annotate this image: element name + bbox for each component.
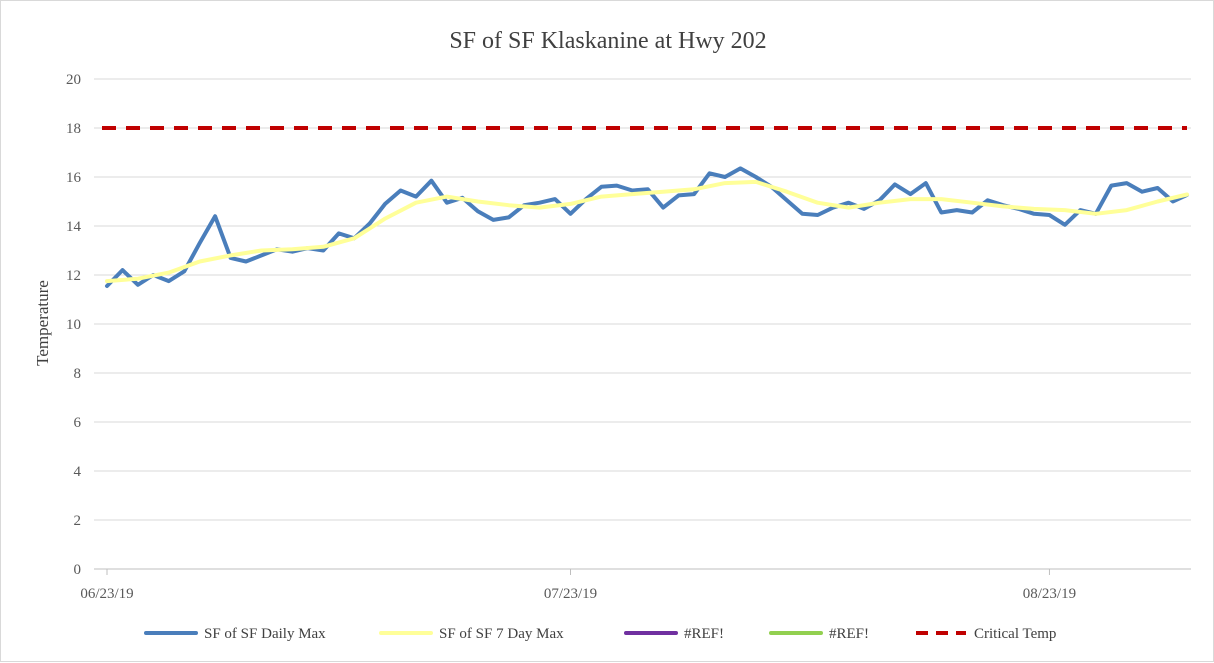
chart-title: SF of SF Klaskanine at Hwy 202 [449, 28, 766, 54]
y-tick-label: 12 [66, 268, 81, 284]
legend-label-4: Critical Temp [974, 626, 1056, 642]
legend-label-0: SF of SF Daily Max [204, 626, 326, 642]
legend: SF of SF Daily Max SF of SF 7 Day Max #REF… [144, 626, 1056, 642]
x-tick-labels: 06/23/19 07/23/19 08/23/19 [80, 569, 1076, 602]
y-tick-label: 20 [66, 72, 81, 88]
x-tick-label: 08/23/19 [1023, 586, 1076, 602]
y-tick-label: 16 [66, 170, 82, 186]
y-tick-label: 18 [66, 121, 81, 137]
series-line-1 [105, 179, 1189, 284]
x-tick-label: 07/23/19 [544, 586, 597, 602]
y-tick-label: 10 [66, 317, 81, 333]
y-tick-label: 0 [74, 562, 82, 578]
x-tick-label: 06/23/19 [80, 586, 133, 602]
legend-label-3: #REF! [829, 626, 869, 642]
legend-label-1: SF of SF 7 Day Max [439, 626, 564, 642]
y-tick-label: 2 [74, 513, 82, 529]
legend-label-2: #REF! [684, 626, 724, 642]
series-layer [102, 126, 1189, 288]
y-tick-label: 14 [66, 219, 82, 235]
gridlines [94, 78, 1191, 570]
y-tick-label: 6 [74, 415, 82, 431]
y-tick-label: 4 [74, 464, 82, 480]
y-tick-label: 8 [74, 366, 82, 382]
y-tick-labels: 0 2 4 6 8 10 12 14 16 18 20 [66, 72, 82, 578]
y-axis-title: Temperature [33, 280, 52, 366]
series-line-0 [105, 166, 1189, 288]
